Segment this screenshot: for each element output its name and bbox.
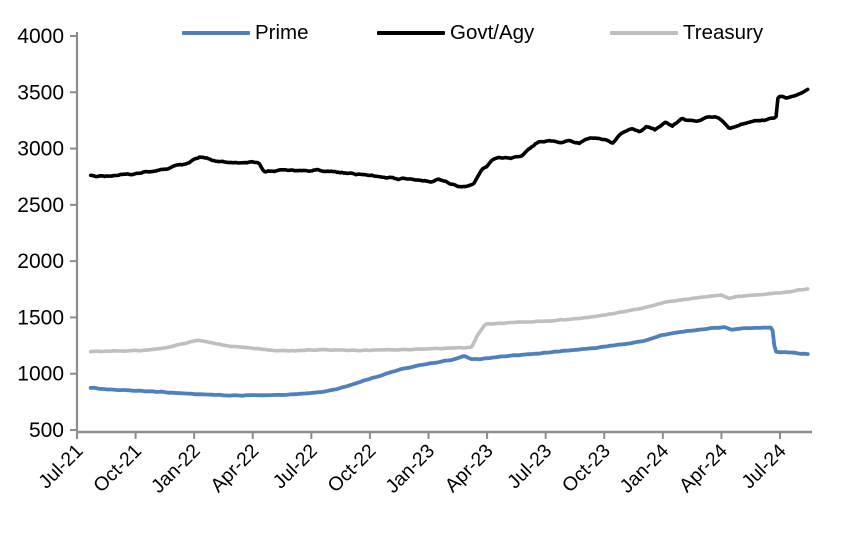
- x-tick-label: Jul-22: [269, 440, 322, 493]
- series-line-govt-agy: [88, 87, 810, 189]
- y-tick-label: 500: [29, 419, 64, 442]
- x-tick-label: Oct-21: [89, 440, 146, 497]
- x-tick-label: Oct-22: [324, 440, 381, 497]
- legend-item-prime[interactable]: Prime: [182, 20, 309, 46]
- legend-label-treasury: Treasury: [683, 21, 764, 44]
- series-line-prime: [88, 325, 810, 398]
- y-tick-label: 2500: [17, 194, 64, 217]
- y-tick-label: 3000: [17, 138, 64, 161]
- govt-agy-line-swatch: [377, 31, 445, 35]
- y-tick-label: 3500: [17, 81, 64, 104]
- y-tick-label: 1000: [17, 363, 64, 386]
- y-tick-label: 2000: [17, 250, 64, 273]
- x-tick-label: Jan-22: [147, 440, 205, 498]
- x-tick-label: Jan-24: [616, 440, 674, 498]
- y-tick-label: 1500: [17, 306, 64, 329]
- x-tick-label: Apr-22: [206, 440, 263, 497]
- legend-label-govt-agy: Govt/Agy: [450, 21, 535, 44]
- legend-item-govt-agy[interactable]: Govt/Agy: [377, 20, 534, 46]
- chart-legend: Prime Govt/Agy Treasury: [0, 20, 852, 48]
- treasury-line-swatch: [610, 31, 678, 35]
- series-line-treasury: [88, 287, 810, 354]
- x-tick-label: Apr-23: [441, 440, 498, 497]
- y-tick-label: 4000: [17, 25, 64, 48]
- x-tick-label: Jul-21: [34, 440, 87, 493]
- legend-label-prime: Prime: [255, 21, 309, 44]
- legend-item-treasury[interactable]: Treasury: [610, 20, 763, 46]
- prime-line-swatch: [182, 31, 250, 35]
- x-tick-label: Apr-24: [675, 440, 732, 497]
- x-tick-label: Jan-23: [381, 440, 439, 498]
- x-tick-label: Jul-24: [737, 440, 790, 493]
- x-tick-label: Jul-23: [503, 440, 556, 493]
- x-tick-label: Oct-23: [558, 440, 615, 497]
